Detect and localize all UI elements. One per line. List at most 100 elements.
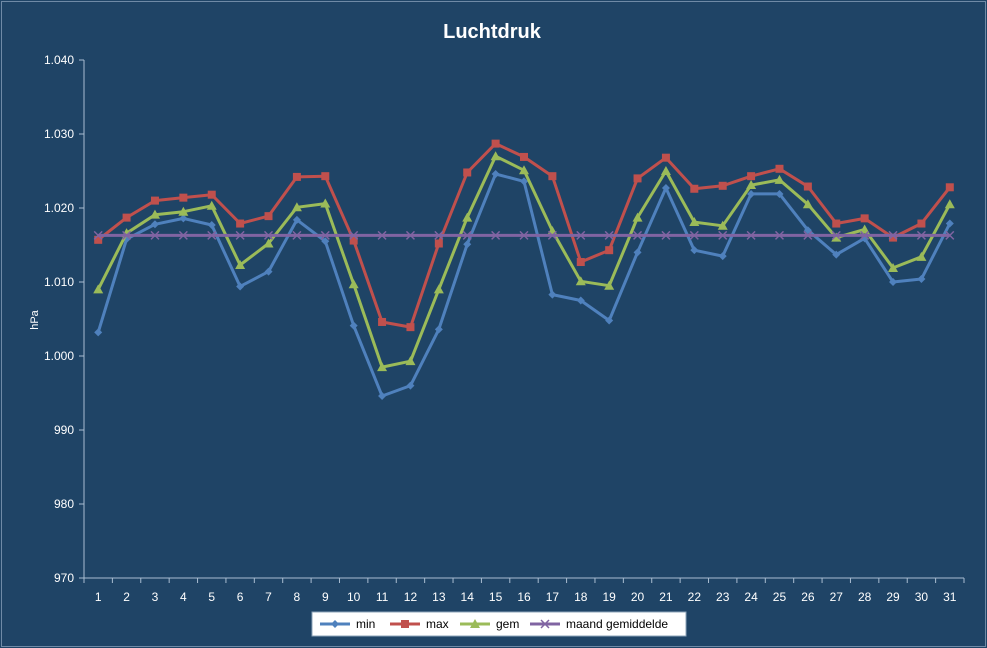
- data-point: [547, 225, 558, 235]
- data-point: [321, 172, 330, 181]
- data-point: [178, 230, 188, 240]
- data-point: [349, 321, 358, 330]
- data-point: [150, 220, 159, 229]
- data-point: [689, 217, 700, 227]
- data-point: [349, 230, 359, 240]
- data-point: [149, 209, 160, 219]
- data-point: [292, 172, 301, 181]
- y-tick-label: 980: [54, 497, 74, 511]
- x-tick-label: 25: [773, 590, 787, 604]
- x-tick-label: 19: [602, 590, 616, 604]
- data-point: [575, 276, 586, 286]
- data-point: [331, 620, 339, 628]
- data-point: [264, 212, 273, 221]
- data-point: [717, 220, 728, 230]
- data-point: [93, 284, 104, 294]
- data-point: [661, 184, 670, 193]
- x-tick-label: 28: [858, 590, 872, 604]
- data-point: [859, 224, 870, 234]
- data-point: [236, 219, 245, 228]
- data-point: [406, 381, 415, 390]
- data-point: [660, 166, 671, 175]
- data-point: [605, 246, 614, 255]
- data-point: [405, 356, 416, 366]
- data-point: [179, 193, 188, 202]
- data-point: [718, 230, 728, 240]
- data-point: [547, 230, 557, 240]
- data-point: [889, 233, 898, 242]
- data-point: [718, 252, 727, 261]
- data-point: [775, 189, 784, 198]
- data-point: [632, 212, 643, 222]
- data-point: [661, 230, 671, 240]
- data-point: [860, 230, 870, 240]
- data-point: [378, 391, 387, 400]
- data-point: [803, 182, 812, 191]
- data-point: [434, 239, 443, 248]
- data-point: [605, 316, 614, 325]
- data-point: [576, 258, 585, 267]
- data-point: [349, 236, 358, 245]
- x-tick-label: 9: [322, 590, 329, 604]
- legend-item: max: [390, 617, 449, 631]
- legend-item: min: [320, 617, 375, 631]
- data-point: [690, 246, 699, 255]
- x-tick-label: 22: [688, 590, 702, 604]
- legend-label: maand gemiddelde: [566, 617, 668, 631]
- x-tick-label: 13: [432, 590, 446, 604]
- x-tick-label: 7: [265, 590, 272, 604]
- data-point: [235, 259, 246, 269]
- data-point: [747, 189, 756, 198]
- series-min: [94, 169, 954, 400]
- data-point: [235, 230, 245, 240]
- x-tick-label: 18: [574, 590, 588, 604]
- y-tick-label: 1.010: [44, 275, 74, 289]
- data-point: [434, 230, 444, 240]
- legend: min max gem maand gemiddelde: [311, 611, 687, 637]
- data-point: [633, 230, 643, 240]
- data-point: [633, 174, 642, 183]
- data-point: [470, 619, 480, 628]
- data-point: [775, 164, 784, 173]
- data-point: [689, 230, 699, 240]
- data-point: [462, 212, 473, 222]
- x-tick-label: 31: [943, 590, 957, 604]
- data-point: [320, 198, 331, 208]
- data-point: [889, 278, 898, 286]
- data-point: [462, 230, 472, 240]
- data-point: [576, 296, 585, 305]
- x-tick-label: 15: [489, 590, 503, 604]
- x-tick-label: 16: [517, 590, 531, 604]
- x-tick-label: 23: [716, 590, 730, 604]
- data-point: [321, 237, 330, 246]
- x-tick-label: 12: [404, 590, 418, 604]
- data-point: [122, 230, 132, 240]
- data-point: [888, 230, 898, 240]
- data-point: [520, 177, 528, 186]
- legend-item: maand gemiddelde: [530, 617, 668, 631]
- y-axis-label: hPa: [29, 309, 41, 329]
- x-tick-label: 5: [208, 590, 215, 604]
- data-point: [491, 230, 501, 240]
- data-point: [150, 196, 159, 205]
- data-point: [888, 262, 899, 272]
- data-point: [803, 226, 812, 235]
- data-point: [945, 183, 954, 192]
- data-point: [292, 230, 302, 240]
- data-point: [93, 230, 103, 240]
- data-point: [207, 190, 216, 199]
- data-point: [94, 328, 103, 337]
- x-tick-label: 26: [801, 590, 815, 604]
- data-point: [945, 230, 955, 240]
- data-point: [832, 219, 841, 228]
- x-tick-label: 4: [180, 590, 187, 604]
- x-tick-label: 14: [461, 590, 475, 604]
- data-point: [490, 151, 501, 161]
- data-point: [178, 206, 189, 216]
- data-point: [831, 232, 842, 242]
- data-point: [916, 251, 927, 261]
- data-point: [463, 240, 472, 249]
